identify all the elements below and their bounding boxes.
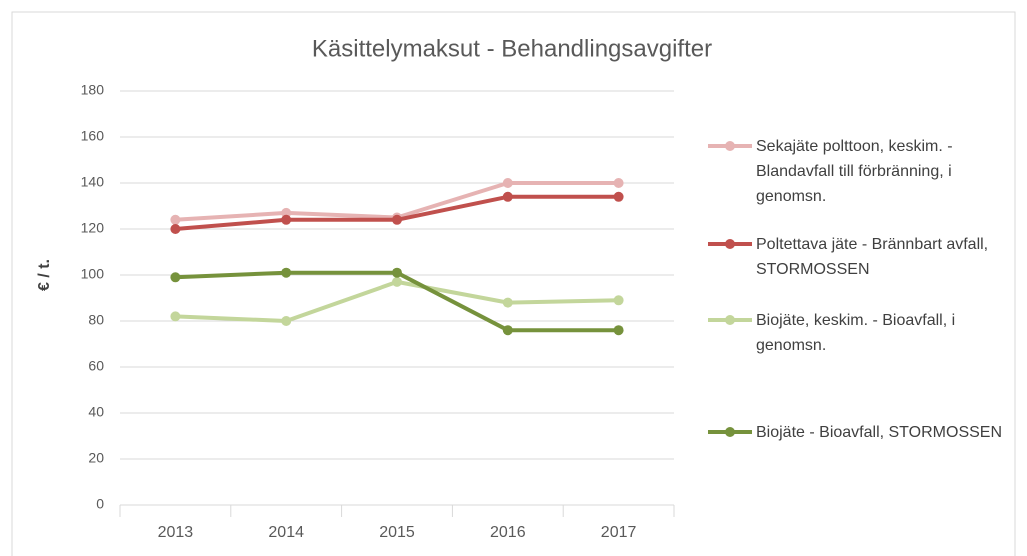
data-point <box>281 316 292 326</box>
legend-swatch-dot <box>725 239 735 249</box>
y-tick-label: 0 <box>96 496 104 512</box>
data-point <box>613 191 624 202</box>
data-point <box>502 191 513 202</box>
y-tick-label: 40 <box>88 404 104 420</box>
y-tick-label: 60 <box>88 358 104 374</box>
data-point <box>170 311 181 322</box>
y-tick-label: 80 <box>88 312 104 328</box>
data-point <box>392 267 402 278</box>
data-point <box>502 297 513 308</box>
x-tick-label: 2017 <box>601 524 637 541</box>
data-point <box>281 207 292 218</box>
legend-label: Sekajäte polttoon, keskim. - Blandavfall… <box>756 138 953 205</box>
x-tick-label: 2016 <box>490 524 526 541</box>
x-tick-label: 2014 <box>268 524 304 541</box>
data-point <box>170 214 181 225</box>
data-point <box>281 267 292 278</box>
y-tick-label: 20 <box>88 450 104 466</box>
data-point <box>392 276 402 287</box>
data-point <box>170 272 181 283</box>
data-point <box>281 214 292 225</box>
data-point <box>502 325 513 336</box>
legend-label: Biojäte - Bioavfall, STORMOSSEN <box>756 424 1003 441</box>
data-point <box>613 178 624 188</box>
chart-border <box>11 11 1016 556</box>
data-point <box>392 214 402 225</box>
legend-label: Poltettava jäte - Brännbart avfall, STOR… <box>756 236 989 278</box>
data-point <box>502 178 513 188</box>
x-tick-label: 2015 <box>379 524 415 541</box>
x-tick-label: 2013 <box>158 524 194 541</box>
legend-label: Biojäte, keskim. - Bioavfall, i genomsn. <box>756 312 956 354</box>
data-point <box>170 224 181 234</box>
y-tick-label: 160 <box>81 128 105 144</box>
y-tick-label: 180 <box>81 82 105 98</box>
y-tick-label: 140 <box>81 174 105 190</box>
y-tick-label: 120 <box>81 220 105 236</box>
legend-swatch-dot <box>725 141 735 151</box>
y-tick-label: 100 <box>81 266 105 282</box>
y-axis-label: € / t. <box>36 259 53 291</box>
data-point <box>613 295 624 306</box>
legend-swatch-dot <box>725 427 735 437</box>
chart-title: Käsittelymaksut - Behandlingsavgifter <box>312 35 712 62</box>
data-point <box>613 325 624 336</box>
legend-swatch-dot <box>725 315 735 325</box>
